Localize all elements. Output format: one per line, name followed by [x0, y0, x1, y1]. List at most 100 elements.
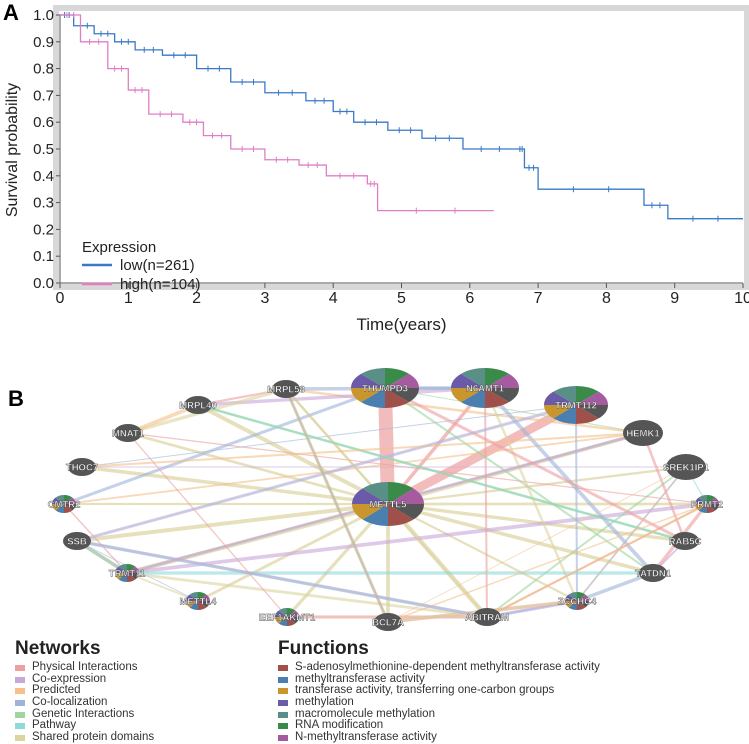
node-label: THUMPD3 — [362, 384, 408, 395]
node-label: METTL4 — [180, 597, 218, 608]
node-pie-slice — [485, 388, 519, 403]
node-pie-slice — [127, 573, 136, 582]
node-label: N6AMT1 — [466, 384, 505, 395]
legend-label: Co-expression — [32, 672, 107, 685]
node-pie-slice — [553, 405, 576, 424]
node-pie-slice — [360, 368, 385, 388]
node-label: HEMK1 — [626, 429, 660, 440]
gene-node: THUMPD3 — [351, 368, 419, 408]
y-tick-label: 0.0 — [33, 275, 54, 292]
node-pie-slice — [278, 608, 287, 617]
x-tick-label: 3 — [260, 290, 269, 307]
legend-label: N-methyltransferase activity — [295, 731, 437, 744]
node-pie-slice — [388, 504, 424, 520]
functions-legend-item: RNA modification — [278, 720, 600, 732]
gene-node: TATDN1 — [635, 564, 672, 582]
edge — [486, 502, 708, 619]
edge — [384, 387, 644, 434]
networks-legend-item: Physical Interactions — [15, 661, 154, 674]
y-tick-label: 0.3 — [33, 195, 54, 212]
y-tick-label: 0.1 — [33, 248, 54, 265]
gene-node: MRPL40 — [179, 396, 217, 414]
gene-node: BCL7A — [372, 613, 404, 631]
edge — [76, 502, 389, 543]
node-pie-slice — [707, 504, 716, 513]
edge — [576, 466, 687, 602]
edge — [63, 503, 128, 574]
node-pie-slice — [351, 373, 385, 388]
node-pie-slice — [576, 386, 599, 405]
gene-node: ABITRAM — [465, 608, 509, 626]
node-label: MRPL58 — [267, 385, 304, 396]
legend-label: Co-localization — [32, 696, 108, 709]
legend-swatch — [278, 676, 288, 683]
legend-swatch — [15, 676, 25, 683]
node-circle — [272, 380, 300, 398]
node-circle — [623, 420, 663, 446]
survival-curve-high — [60, 14, 494, 212]
node-label: MNAT1 — [112, 429, 145, 440]
node-pie-slice — [698, 504, 707, 513]
node-pie-slice — [385, 388, 419, 403]
node-pie-slice — [565, 601, 577, 608]
node-label: THOC7 — [66, 463, 98, 474]
edge — [127, 432, 288, 618]
gene-node: MRPL58 — [267, 380, 305, 398]
legend-swatch — [15, 664, 25, 671]
node-label: ZCCHC4 — [558, 597, 597, 608]
functions-legend-item: methyltransferase activity — [278, 673, 600, 686]
x-tick-label: 9 — [670, 290, 679, 307]
node-pie-slice — [577, 601, 586, 610]
edge — [387, 466, 687, 623]
legend-label: low(n=261) — [120, 257, 195, 274]
edge — [197, 404, 686, 542]
y-tick-label: 0.8 — [33, 61, 54, 78]
node-pie-slice — [707, 495, 716, 504]
node-pie-slice — [450, 388, 485, 403]
edge — [81, 431, 644, 469]
y-tick-label: 0.9 — [33, 34, 54, 51]
networks-legend: Networks Physical Interactions Co-express… — [15, 638, 154, 744]
network-diagram: THUMPD3 N6AMT1 TRMT112 HEMK1 SREK1IP1 PRMT2 RA… — [47, 368, 723, 631]
y-tick-label: 1.0 — [33, 7, 54, 24]
y-tick-label: 0.7 — [33, 87, 54, 104]
edge — [387, 503, 578, 602]
y-tick-label: 0.6 — [33, 114, 54, 131]
node-pie-slice — [388, 482, 414, 504]
edge — [127, 431, 389, 506]
node-pie-slice — [577, 601, 589, 608]
node-label: TRMT11 — [109, 569, 146, 580]
node-pie-slice — [451, 373, 485, 388]
node-label: MRPL40 — [179, 401, 216, 412]
node-circle — [63, 532, 91, 550]
edge — [63, 432, 644, 505]
legend-swatch — [278, 723, 288, 730]
edge — [483, 387, 489, 618]
edge — [197, 386, 486, 407]
x-tick-label: 0 — [56, 290, 65, 307]
legend-swatch — [278, 734, 288, 741]
node-circle — [666, 454, 706, 480]
node-pie-slice — [275, 617, 287, 624]
node-label: TRMT112 — [555, 401, 597, 412]
y-tick-label: 0.5 — [33, 141, 54, 158]
y-tick-label: 0.4 — [33, 168, 54, 185]
legend-swatch — [278, 688, 288, 695]
x-tick-label: 2 — [192, 290, 201, 307]
node-pie-slice — [707, 504, 719, 511]
edge — [387, 465, 687, 506]
node-pie-slice — [544, 405, 576, 419]
node-pie-slice — [485, 388, 510, 408]
node-pie-slice — [544, 391, 576, 405]
y-axis-label: Survival probability — [4, 83, 21, 217]
node-pie-slice — [52, 497, 64, 504]
node-pie-slice — [485, 368, 510, 388]
node-label: PRMT2 — [691, 500, 723, 511]
functions-legend-item: transferase activity, transferring one-c… — [278, 685, 600, 697]
functions-legend-item: methylation — [278, 696, 600, 709]
gene-node: N6AMT1 — [450, 368, 519, 408]
node-pie-slice — [127, 573, 139, 580]
networks-legend-item: Co-expression — [15, 672, 154, 686]
gene-node: RAB5C — [668, 532, 702, 550]
x-tick-label: 8 — [602, 290, 611, 307]
